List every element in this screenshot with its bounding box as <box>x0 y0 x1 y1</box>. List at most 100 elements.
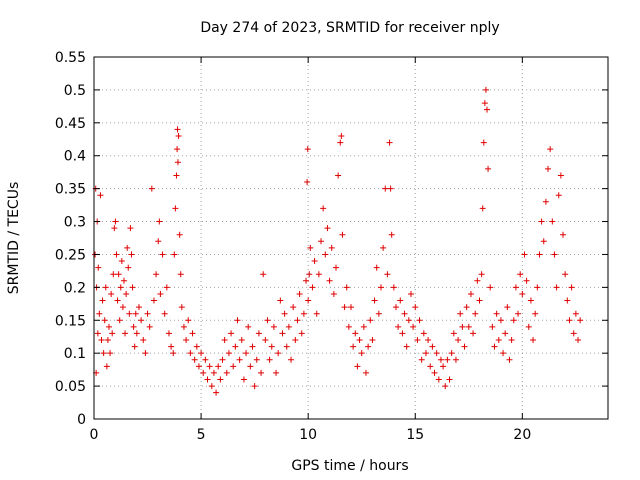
data-point <box>549 218 556 225</box>
data-point <box>281 310 288 317</box>
data-point <box>170 350 177 357</box>
data-point <box>111 225 118 232</box>
plot-frame <box>93 56 609 420</box>
y-tick-label: 0.1 <box>64 346 86 362</box>
data-point <box>198 350 205 357</box>
data-point <box>557 172 564 179</box>
data-point <box>570 330 577 337</box>
data-point <box>135 304 142 311</box>
y-tick-label: 0.5 <box>64 83 86 99</box>
data-point <box>247 363 254 370</box>
data-point <box>542 198 549 205</box>
y-tick-label: 0.3 <box>64 215 86 231</box>
data-point <box>275 350 282 357</box>
data-point <box>493 310 500 317</box>
data-point <box>448 350 455 357</box>
data-point <box>189 330 196 337</box>
data-point <box>117 284 124 291</box>
data-point <box>422 350 429 357</box>
data-point <box>437 356 444 363</box>
data-point <box>285 323 292 330</box>
data-point <box>446 376 453 383</box>
data-point <box>431 369 438 376</box>
data-point <box>153 271 160 278</box>
data-point <box>397 297 404 304</box>
data-point <box>523 277 530 284</box>
data-point <box>350 343 357 350</box>
data-point <box>108 290 115 297</box>
data-point <box>177 271 184 278</box>
data-point <box>114 297 121 304</box>
data-point <box>545 165 552 172</box>
data-point <box>232 343 239 350</box>
data-point <box>277 297 284 304</box>
data-point <box>504 304 511 311</box>
data-point <box>171 251 178 258</box>
data-point <box>123 290 130 297</box>
data-point <box>304 179 311 186</box>
data-point <box>485 165 492 172</box>
data-point <box>491 343 498 350</box>
data-point <box>191 356 198 363</box>
data-point <box>234 317 241 324</box>
data-point <box>433 350 440 357</box>
data-point <box>138 317 145 324</box>
data-point <box>118 258 125 265</box>
data-point <box>459 323 466 330</box>
data-point <box>161 310 168 317</box>
data-point <box>120 277 127 284</box>
data-point <box>367 317 374 324</box>
data-point <box>577 317 584 324</box>
data-point <box>512 284 519 291</box>
data-point <box>144 310 151 317</box>
data-point <box>555 192 562 199</box>
data-point <box>165 330 172 337</box>
data-point <box>435 376 442 383</box>
data-point <box>96 310 103 317</box>
data-point <box>502 330 509 337</box>
data-point <box>131 343 138 350</box>
data-point <box>173 172 180 179</box>
data-point <box>174 146 181 153</box>
data-point <box>407 290 414 297</box>
data-point <box>510 317 517 324</box>
data-point <box>482 86 489 93</box>
data-point <box>333 264 340 271</box>
data-point <box>215 363 222 370</box>
data-point <box>303 277 310 284</box>
data-point <box>566 317 573 324</box>
axis-ticks: 0 0.05 0.1 0.15 0.2 0.25 0.3 0.35 0.4 0.45 0.5 0.55… <box>55 50 608 443</box>
data-point <box>452 356 459 363</box>
data-point <box>517 271 524 278</box>
data-point <box>208 383 215 390</box>
data-point <box>572 310 579 317</box>
data-point <box>243 350 250 357</box>
y-tick-label: 0.35 <box>55 182 86 198</box>
data-point <box>362 369 369 376</box>
x-tick-label: 0 <box>90 427 99 443</box>
data-point <box>444 356 451 363</box>
data-point <box>487 284 494 291</box>
data-point <box>104 337 111 344</box>
data-point <box>479 205 486 212</box>
data-point <box>148 185 155 192</box>
data-point <box>551 251 558 258</box>
data-point <box>142 350 149 357</box>
data-point <box>180 323 187 330</box>
data-point <box>508 337 515 344</box>
data-point <box>300 310 307 317</box>
data-point <box>386 139 393 146</box>
data-point <box>210 369 217 376</box>
data-point <box>124 244 131 251</box>
data-point <box>365 343 372 350</box>
data-point <box>414 337 421 344</box>
data-point <box>266 356 273 363</box>
data-point <box>348 304 354 311</box>
data-point <box>481 100 488 107</box>
y-tick-label: 0.55 <box>55 50 86 66</box>
data-point <box>540 238 547 245</box>
data-point <box>255 330 262 337</box>
data-point <box>110 271 117 278</box>
data-point <box>155 238 162 245</box>
